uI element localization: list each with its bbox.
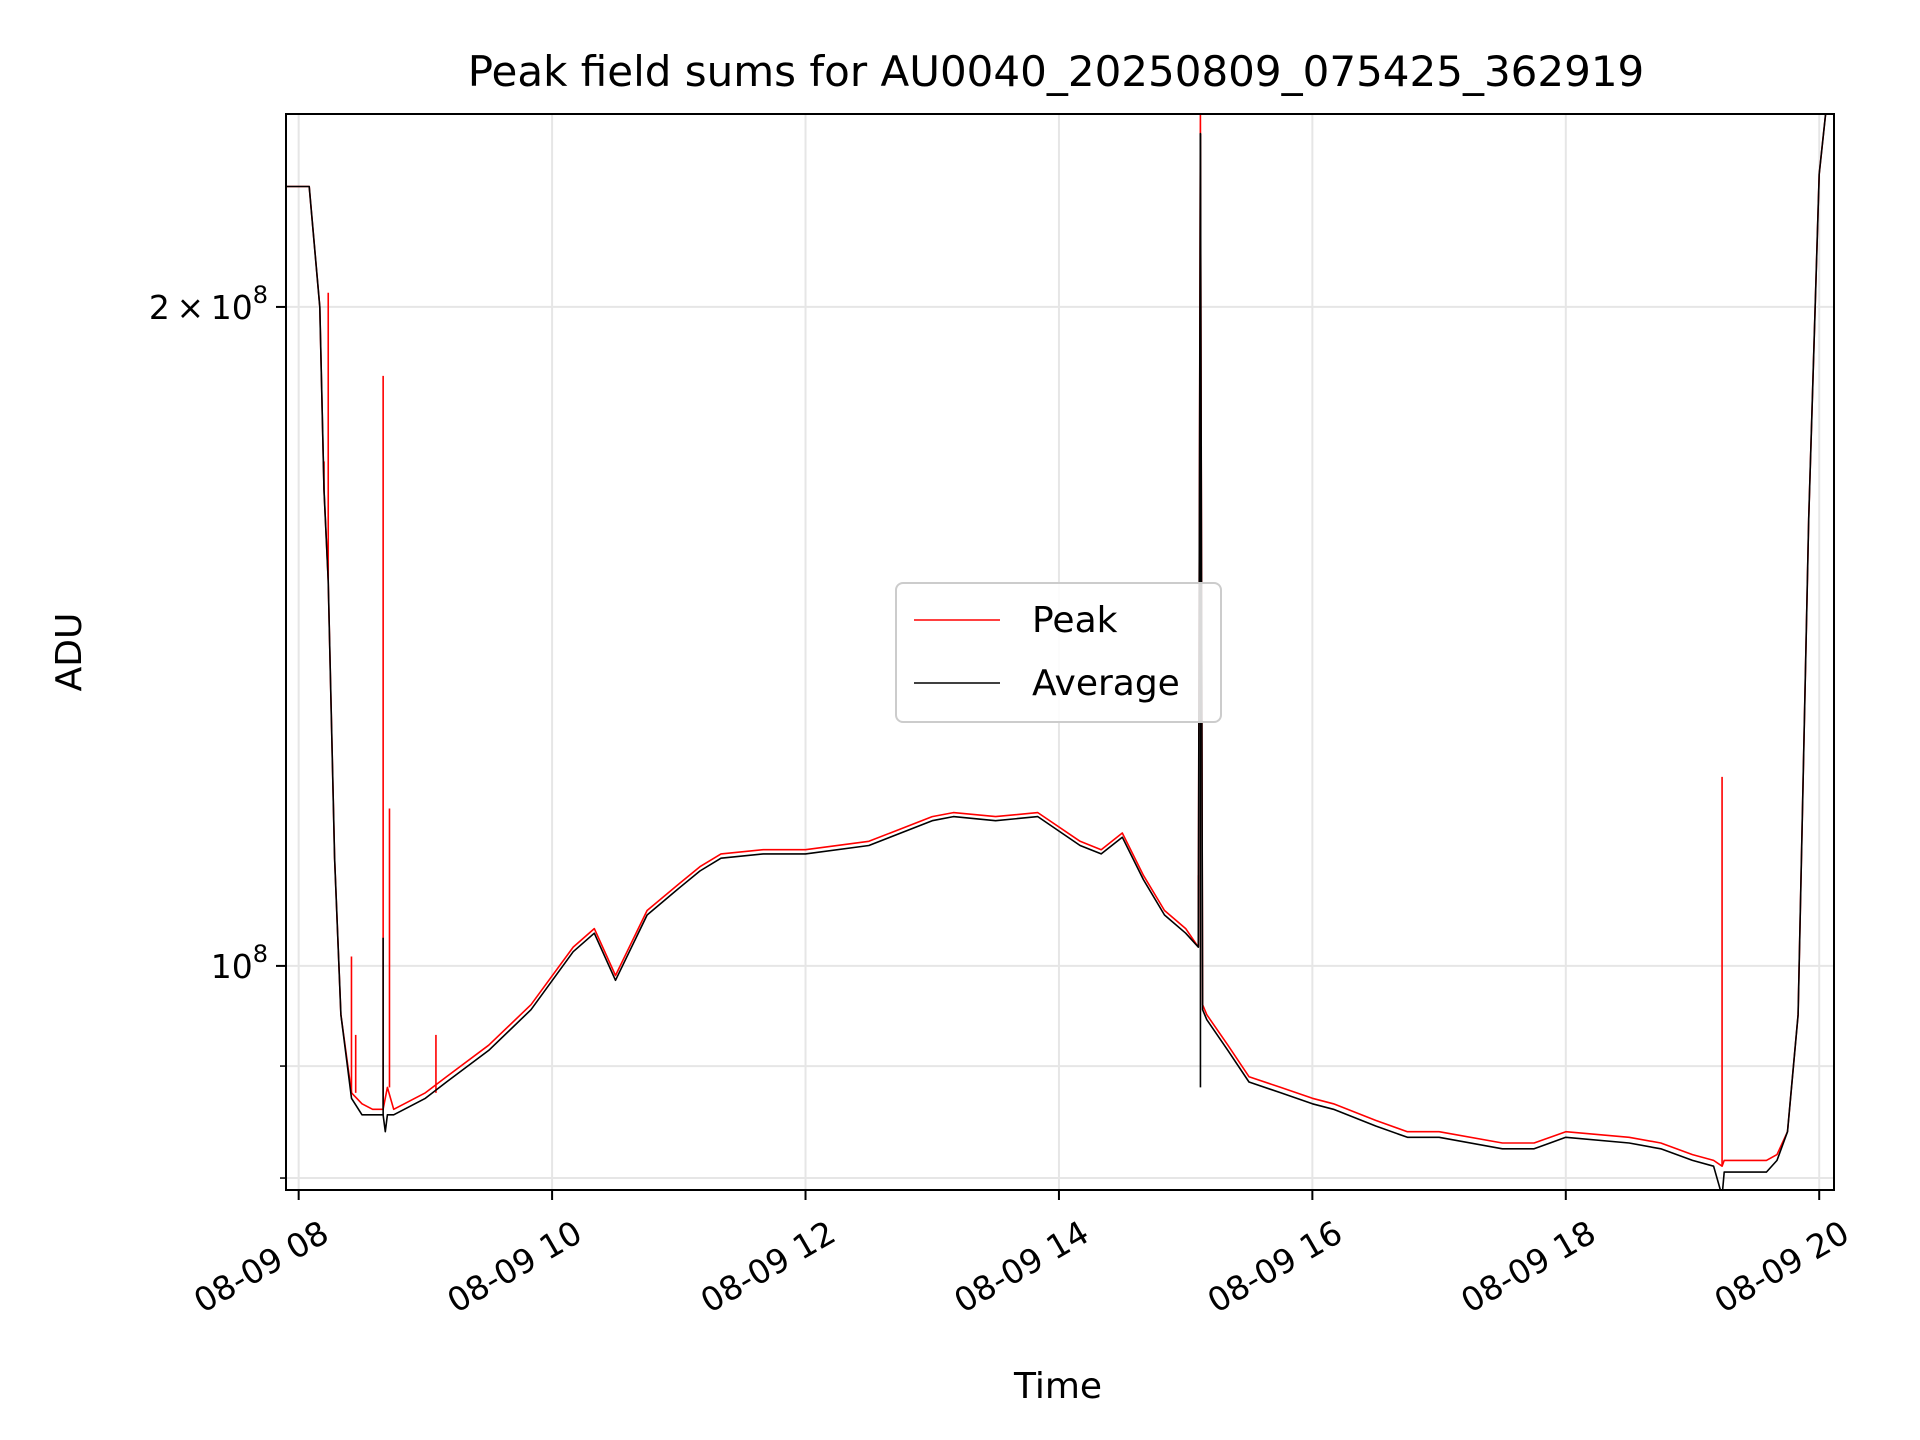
- series-line-peak: [286, 114, 1834, 1167]
- y-axis-ticks: 108 2 × 108: [149, 281, 286, 1179]
- series-line-average: [286, 114, 1834, 1190]
- x-axis-label: Time: [1013, 1366, 1102, 1407]
- grid-lines: [286, 114, 1834, 1190]
- y-axis-label: ADU: [49, 613, 90, 692]
- y-tick-label: 2 × 108: [149, 281, 268, 327]
- legend-box: [895, 582, 1222, 723]
- y-tick-label: 108: [211, 940, 268, 986]
- legend: Peak Average: [895, 582, 1222, 723]
- legend-label-average: Average: [1032, 663, 1180, 704]
- plot-frame: [285, 113, 1835, 1191]
- chart-title: Peak field sums for AU0040_20250809_0754…: [468, 47, 1645, 96]
- legend-label-peak: Peak: [1032, 600, 1118, 641]
